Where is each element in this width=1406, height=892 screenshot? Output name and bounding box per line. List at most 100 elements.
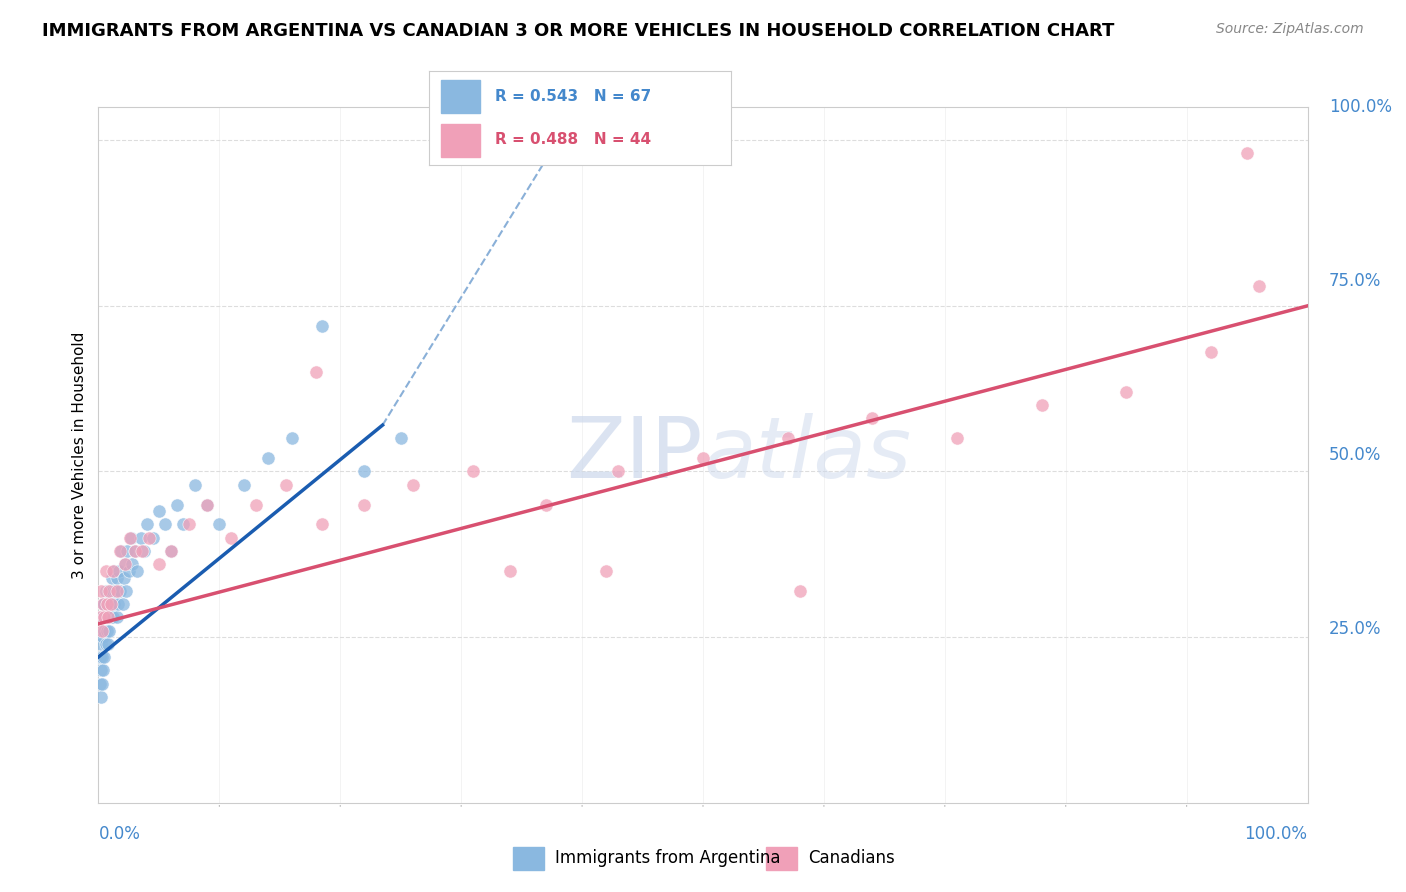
Point xyxy=(311,517,333,532)
Point xyxy=(148,504,170,518)
Point xyxy=(93,610,115,624)
Point xyxy=(97,637,120,651)
Point xyxy=(166,498,188,512)
Point xyxy=(138,531,160,545)
Point xyxy=(96,597,118,611)
Point xyxy=(93,650,115,665)
Point xyxy=(121,558,143,572)
Point xyxy=(114,558,136,572)
Point xyxy=(96,597,118,611)
Text: 50.0%: 50.0% xyxy=(1329,446,1381,464)
Bar xyxy=(441,124,481,157)
Point xyxy=(160,544,183,558)
Text: atlas: atlas xyxy=(703,413,911,497)
Point xyxy=(89,650,111,665)
Point xyxy=(101,610,124,624)
Point xyxy=(353,498,375,512)
Point xyxy=(98,597,121,611)
Text: 75.0%: 75.0% xyxy=(1329,272,1381,290)
Point xyxy=(142,531,165,545)
Point xyxy=(94,610,117,624)
Point xyxy=(89,610,111,624)
Point xyxy=(353,465,375,479)
Point xyxy=(91,650,114,665)
Point xyxy=(103,564,125,578)
Point xyxy=(90,637,112,651)
Point xyxy=(101,564,124,578)
Point xyxy=(107,597,129,611)
Point xyxy=(311,318,333,333)
Text: Immigrants from Argentina: Immigrants from Argentina xyxy=(555,849,780,867)
Point xyxy=(153,517,176,532)
Point xyxy=(100,610,122,624)
Point xyxy=(97,583,120,598)
Point xyxy=(607,465,630,479)
Point xyxy=(860,411,883,425)
Point xyxy=(256,451,278,466)
Point xyxy=(127,564,149,578)
Point xyxy=(1031,398,1053,412)
Point xyxy=(103,597,125,611)
Point xyxy=(208,517,231,532)
Point xyxy=(195,498,218,512)
Point xyxy=(177,517,201,532)
Point xyxy=(1236,146,1258,161)
Point xyxy=(108,544,131,558)
Point xyxy=(112,570,135,584)
Point xyxy=(463,465,485,479)
Point xyxy=(274,477,297,491)
Point xyxy=(172,517,194,532)
Point xyxy=(129,531,152,545)
Point xyxy=(90,663,112,677)
Point xyxy=(120,531,142,545)
Text: 100.0%: 100.0% xyxy=(1244,825,1308,843)
Point xyxy=(94,637,117,651)
Text: ZIP: ZIP xyxy=(567,413,703,497)
Y-axis label: 3 or more Vehicles in Household: 3 or more Vehicles in Household xyxy=(72,331,87,579)
Point xyxy=(91,663,114,677)
Point xyxy=(91,676,114,690)
Point xyxy=(100,583,122,598)
Text: 0.0%: 0.0% xyxy=(98,825,141,843)
Point xyxy=(104,583,127,598)
Point xyxy=(776,431,799,445)
Point xyxy=(221,531,243,545)
Bar xyxy=(441,79,481,112)
Text: Source: ZipAtlas.com: Source: ZipAtlas.com xyxy=(1216,22,1364,37)
Text: R = 0.488   N = 44: R = 0.488 N = 44 xyxy=(495,132,651,147)
Point xyxy=(281,431,304,445)
Point xyxy=(105,570,128,584)
Point xyxy=(789,583,811,598)
Point xyxy=(402,477,425,491)
Point xyxy=(1199,345,1222,359)
Text: 100.0%: 100.0% xyxy=(1329,98,1392,116)
Point xyxy=(534,498,557,512)
Point xyxy=(595,564,617,578)
Point xyxy=(94,583,117,598)
Point xyxy=(232,477,254,491)
Point xyxy=(108,564,131,578)
Point xyxy=(91,597,114,611)
Point xyxy=(93,624,115,638)
Point xyxy=(100,597,122,611)
Point xyxy=(91,630,114,644)
Point xyxy=(97,610,120,624)
Point xyxy=(692,451,714,466)
Point xyxy=(96,624,118,638)
Point xyxy=(100,570,122,584)
Point xyxy=(131,544,153,558)
Point xyxy=(105,610,128,624)
Point xyxy=(389,431,412,445)
Point xyxy=(111,597,134,611)
Point xyxy=(114,558,136,572)
Point xyxy=(118,531,141,545)
Point xyxy=(184,477,207,491)
Point xyxy=(108,583,131,598)
Point xyxy=(124,544,146,558)
Point xyxy=(100,597,122,611)
Point xyxy=(245,498,267,512)
Point xyxy=(110,544,132,558)
Point xyxy=(134,544,156,558)
Point xyxy=(98,583,121,598)
Point xyxy=(101,583,124,598)
